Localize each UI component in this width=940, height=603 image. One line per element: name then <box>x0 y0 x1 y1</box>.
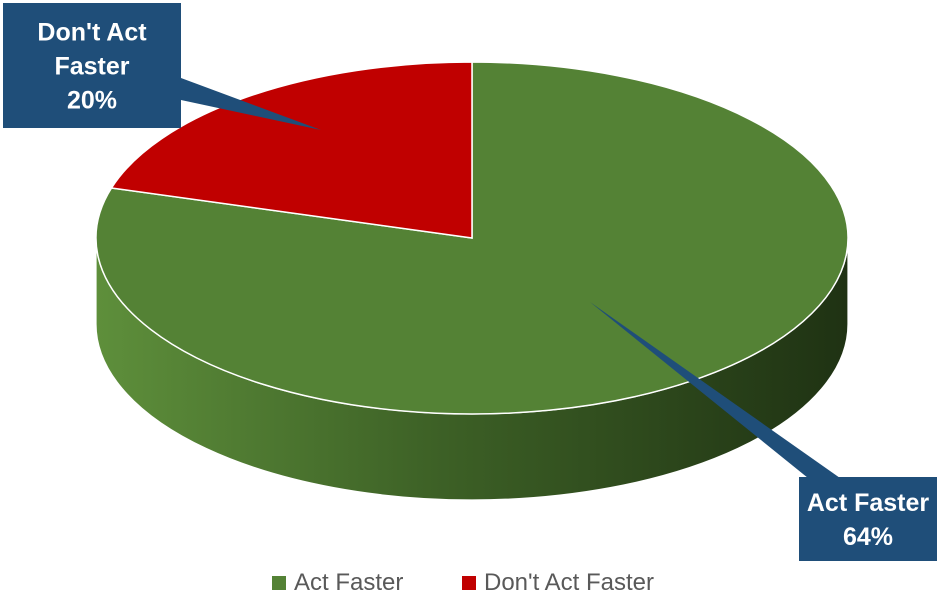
legend-swatch <box>272 576 286 590</box>
legend-label: Don't Act Faster <box>484 569 654 596</box>
pie-top-surface <box>96 62 848 414</box>
data-label-don-t-act-faster: 20% <box>67 87 117 115</box>
legend-label: Act Faster <box>294 569 403 596</box>
data-label-act-faster: Act Faster <box>807 489 930 517</box>
legend-item-don-t-act-faster: Don't Act Faster <box>462 569 654 596</box>
legend-item-act-faster: Act Faster <box>272 569 403 596</box>
legend: Act Faster Don't Act Faster <box>272 569 654 596</box>
data-label-act-faster: 64% <box>843 523 893 551</box>
data-label-don-t-act-faster: Faster <box>54 53 129 81</box>
legend-swatch <box>462 576 476 590</box>
data-label-don-t-act-faster: Don't Act <box>37 19 147 47</box>
